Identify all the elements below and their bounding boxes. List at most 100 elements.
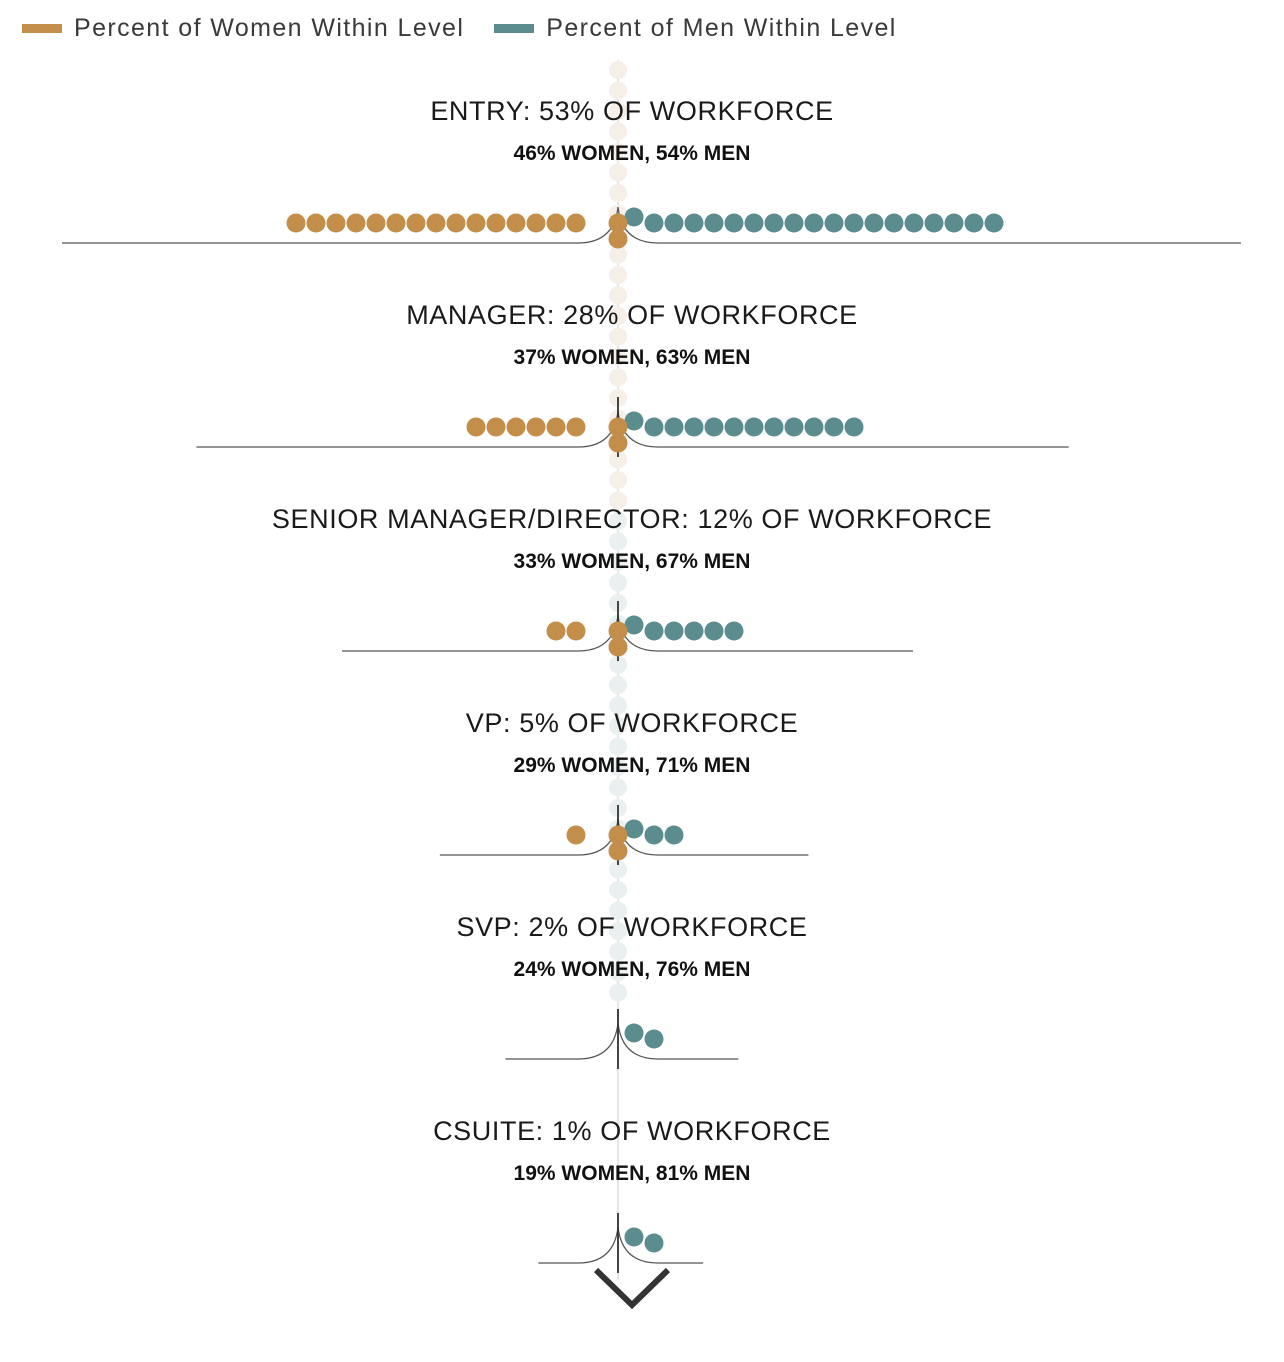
men-dot xyxy=(704,213,724,233)
women-dot xyxy=(608,621,628,641)
men-dot xyxy=(704,621,724,641)
level-subtitle-3: 29% WOMEN, 71% MEN xyxy=(514,754,751,777)
men-dot xyxy=(664,213,684,233)
men-dot xyxy=(664,417,684,437)
women-dot xyxy=(446,213,466,233)
men-dot xyxy=(704,417,724,437)
women-dot xyxy=(526,417,546,437)
men-dot xyxy=(904,213,924,233)
women-dot xyxy=(566,417,586,437)
stem-dot xyxy=(609,81,627,100)
men-dot xyxy=(924,213,944,233)
women-dot xyxy=(566,213,586,233)
level-title-5: CSUITE: 1% OF WORKFORCE xyxy=(433,1116,831,1146)
baseline-right-5 xyxy=(617,1226,704,1264)
men-dot xyxy=(864,213,884,233)
baseline-left-3 xyxy=(439,818,619,856)
women-dot xyxy=(286,213,306,233)
women-dot xyxy=(546,417,566,437)
men-dot xyxy=(764,213,784,233)
men-dot xyxy=(844,417,864,437)
stem-dot xyxy=(609,327,627,346)
stem-dot xyxy=(609,532,627,551)
men-dot xyxy=(744,213,764,233)
men-dot xyxy=(624,819,644,839)
chevron-down-icon xyxy=(593,1267,671,1310)
women-dot xyxy=(608,433,628,453)
women-dot xyxy=(466,213,486,233)
women-dot xyxy=(346,213,366,233)
women-dot xyxy=(506,213,526,233)
stem-dot xyxy=(609,245,627,264)
legend-item-men[interactable]: Percent of Men Within Level xyxy=(494,14,896,43)
stem-dot xyxy=(609,163,627,182)
stem-dot xyxy=(609,963,627,981)
men-dot xyxy=(784,417,804,437)
stem-dot xyxy=(609,122,627,141)
women-dot xyxy=(486,213,506,233)
men-dot xyxy=(644,1233,664,1253)
stem-dot xyxy=(609,471,627,489)
women-dot xyxy=(546,213,566,233)
stem-dot xyxy=(609,307,627,325)
women-dot xyxy=(526,213,546,233)
stem-dot xyxy=(609,491,627,510)
women-dot xyxy=(566,621,586,641)
stem-dot xyxy=(609,676,627,694)
level-title-3: VP: 5% OF WORKFORCE xyxy=(466,708,798,738)
legend-women-label: Percent of Women Within Level xyxy=(74,14,465,42)
women-dot xyxy=(406,213,426,233)
women-dot xyxy=(608,417,628,437)
men-dot xyxy=(644,213,664,233)
men-dot xyxy=(624,615,644,635)
stem-dot xyxy=(609,266,627,284)
men-dot xyxy=(944,213,964,233)
stem-dot xyxy=(609,778,627,797)
stem-dot xyxy=(609,143,627,161)
women-dot xyxy=(426,213,446,233)
stem-dot xyxy=(609,942,627,961)
men-dot xyxy=(624,207,644,227)
stem-dot xyxy=(609,983,627,1002)
stem-dot xyxy=(609,184,627,202)
level-subtitle-5: 19% WOMEN, 81% MEN xyxy=(514,1162,751,1185)
level-title-0: ENTRY: 53% OF WORKFORCE xyxy=(430,96,833,126)
men-dot xyxy=(804,417,824,437)
men-dot xyxy=(824,213,844,233)
stem-dot xyxy=(609,717,627,735)
men-dot xyxy=(824,417,844,437)
stem-dot xyxy=(609,368,627,387)
women-dot xyxy=(486,417,506,437)
stem-dot xyxy=(609,901,627,920)
legend-item-women[interactable]: Percent of Women Within Level xyxy=(22,14,464,43)
women-dot xyxy=(546,621,566,641)
women-dot xyxy=(608,213,628,233)
baseline-left-5 xyxy=(538,1226,619,1264)
men-dot xyxy=(644,621,664,641)
men-dot xyxy=(764,417,784,437)
men-dot xyxy=(724,621,744,641)
men-dot xyxy=(624,411,644,431)
men-dot xyxy=(684,621,704,641)
men-dot xyxy=(644,825,664,845)
stem-dot xyxy=(609,655,627,674)
women-dot xyxy=(566,825,586,845)
legend-men-label: Percent of Men Within Level xyxy=(546,14,897,42)
men-dot xyxy=(624,1227,644,1247)
men-dot xyxy=(844,213,864,233)
stem-dot xyxy=(609,922,627,940)
stem-dot xyxy=(609,860,627,879)
level-title-2: SENIOR MANAGER/DIRECTOR: 12% OF WORKFORC… xyxy=(272,504,992,534)
level-subtitle-2: 33% WOMEN, 67% MEN xyxy=(514,550,751,573)
men-dot xyxy=(744,417,764,437)
men-dot xyxy=(664,621,684,641)
level-subtitle-1: 37% WOMEN, 63% MEN xyxy=(514,346,751,369)
women-dot xyxy=(506,417,526,437)
women-dot xyxy=(608,229,628,249)
stem-dot xyxy=(609,881,627,899)
men-dot xyxy=(684,213,704,233)
men-dot xyxy=(724,213,744,233)
men-dot xyxy=(964,213,984,233)
women-swatch xyxy=(22,24,62,33)
